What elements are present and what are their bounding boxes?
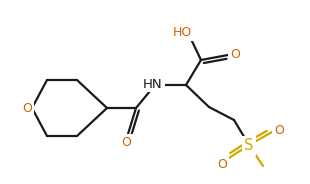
Text: O: O <box>121 135 131 148</box>
Text: O: O <box>274 125 284 137</box>
Text: HN: HN <box>143 77 163 91</box>
Text: O: O <box>217 158 227 171</box>
Text: S: S <box>244 139 254 153</box>
Text: HO: HO <box>172 26 192 40</box>
Text: O: O <box>230 49 240 61</box>
Text: O: O <box>22 102 32 114</box>
